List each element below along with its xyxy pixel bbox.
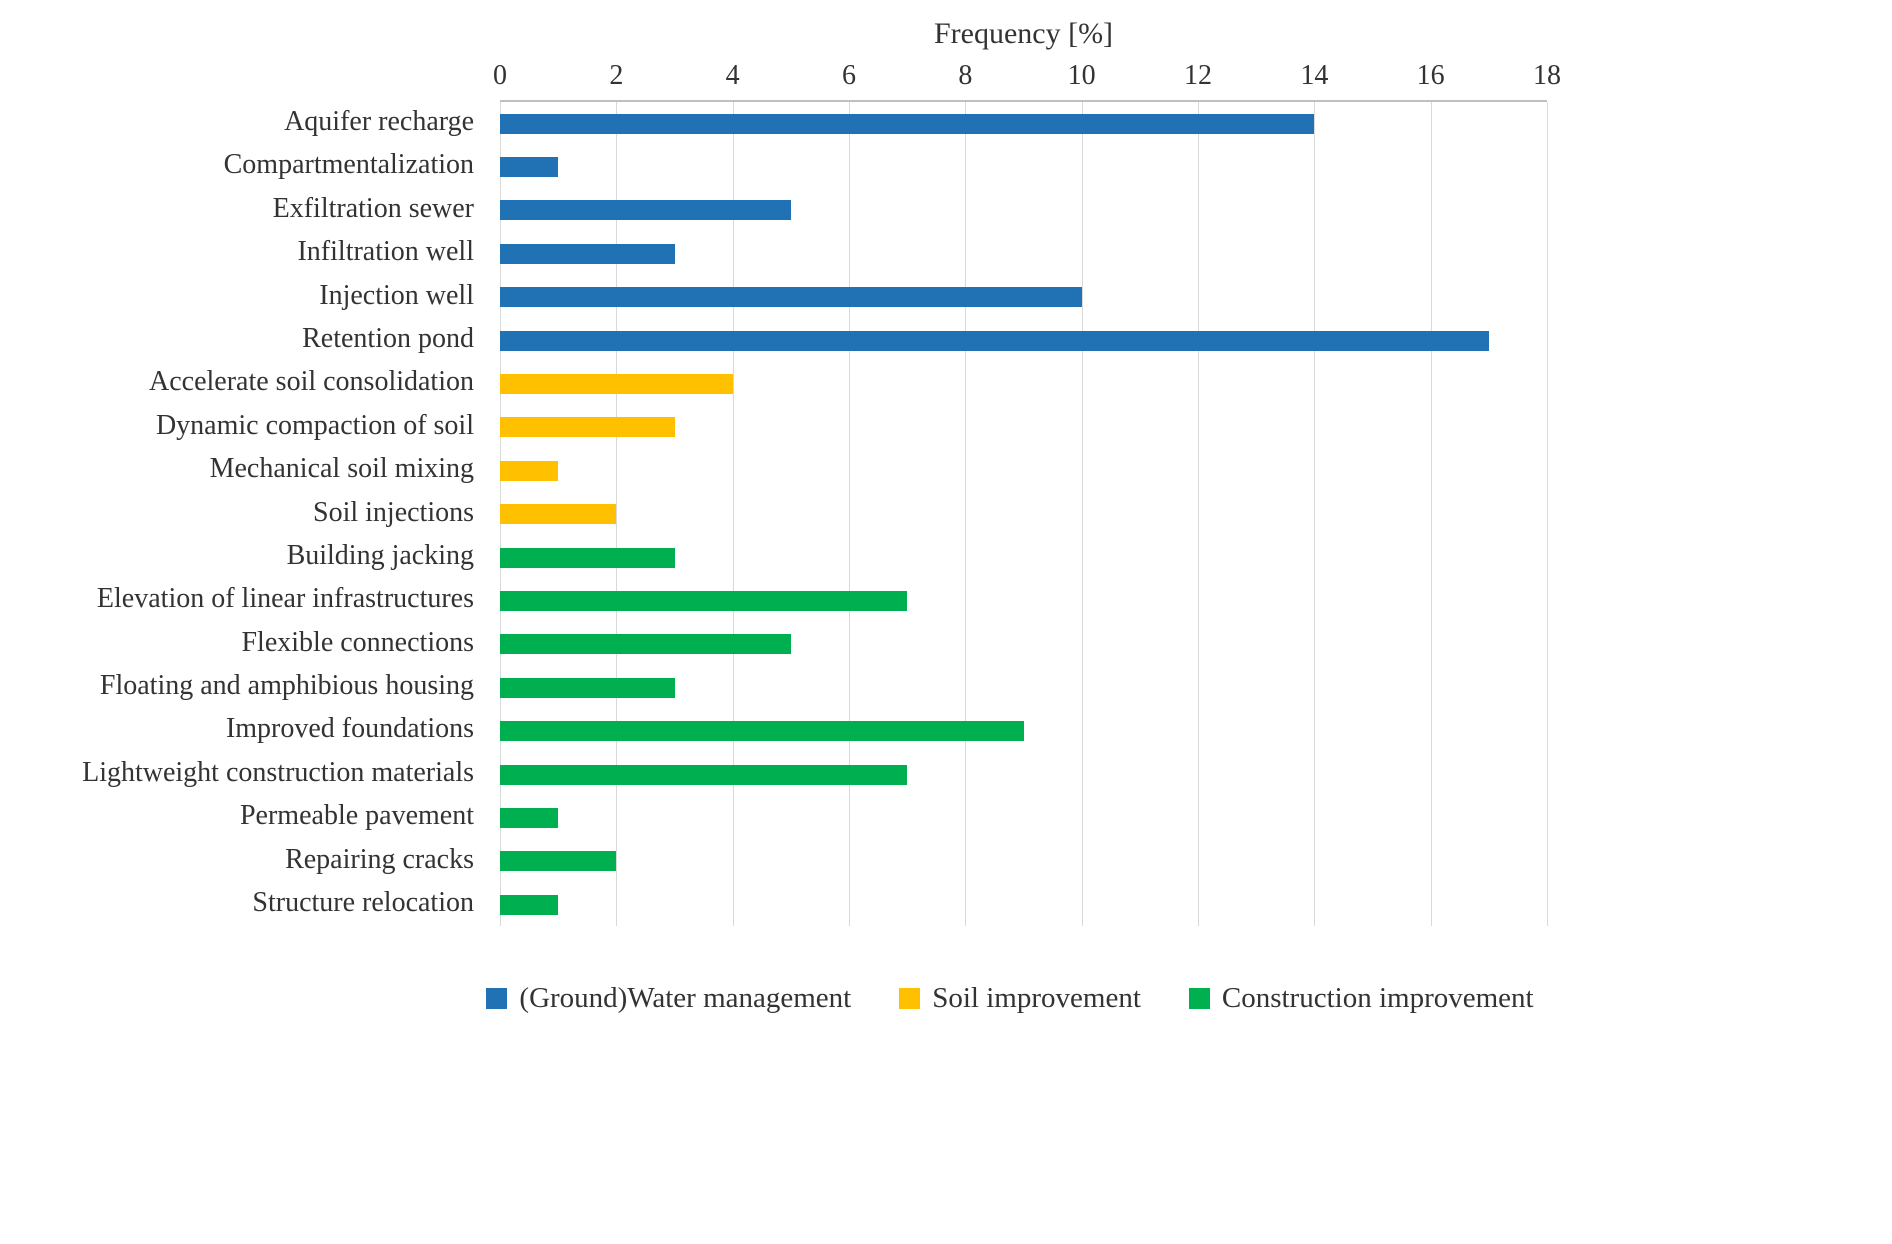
bar bbox=[500, 113, 1315, 134]
chart-title: Frequency [%] bbox=[933, 17, 1114, 50]
bar-track bbox=[500, 406, 1547, 449]
gridline bbox=[849, 102, 850, 927]
category-label: Mechanical soil mixing bbox=[209, 453, 474, 485]
category-label: Floating and amphibious housing bbox=[99, 670, 474, 702]
gridline bbox=[965, 102, 967, 927]
bar bbox=[500, 374, 733, 395]
x-tick-label: 16 bbox=[1416, 60, 1445, 91]
x-tick-label: 2 bbox=[609, 60, 624, 91]
category-label: Building jacking bbox=[286, 539, 474, 571]
category-label: Injection well bbox=[319, 279, 474, 311]
plot-area bbox=[500, 100, 1548, 927]
bar bbox=[500, 460, 559, 481]
bar-track bbox=[500, 536, 1547, 579]
legend-label: Soil improvement bbox=[932, 982, 1141, 1015]
bar bbox=[500, 243, 675, 264]
bar bbox=[500, 677, 675, 698]
bar bbox=[500, 634, 791, 655]
x-tick-label: 4 bbox=[725, 60, 740, 91]
category-label: Aquifer recharge bbox=[284, 106, 474, 137]
gridline bbox=[1198, 102, 1199, 927]
legend-item: Construction improvement bbox=[1188, 982, 1534, 1015]
category-label: Accelerate soil consolidation bbox=[149, 366, 474, 398]
category-labels: Aquifer recharge Compartmentalization Exfi… bbox=[30, 100, 500, 926]
category-label: Infiltration well bbox=[297, 236, 474, 268]
bar-track bbox=[500, 666, 1547, 709]
bar bbox=[500, 200, 791, 221]
x-tick-label: 14 bbox=[1300, 60, 1329, 91]
category-label: Soil injections bbox=[313, 496, 474, 528]
category-label: Compartmentalization bbox=[223, 149, 474, 181]
legend: (Ground)Water management Soil improvement… bbox=[470, 982, 1550, 1015]
x-tick-label: 12 bbox=[1184, 60, 1212, 91]
bar-track bbox=[500, 319, 1547, 362]
bar bbox=[500, 287, 1082, 308]
bar bbox=[500, 547, 675, 568]
category-label: Elevation of linear infrastructures bbox=[96, 583, 474, 615]
bar-track bbox=[500, 362, 1547, 405]
bar-track bbox=[500, 840, 1547, 883]
bar bbox=[500, 417, 675, 438]
bar bbox=[500, 157, 559, 178]
legend-label: (Ground)Water management bbox=[519, 982, 852, 1015]
bar-rows bbox=[500, 102, 1547, 926]
gridline bbox=[1314, 102, 1316, 927]
bar-track bbox=[500, 189, 1547, 232]
bar bbox=[500, 851, 617, 872]
bar bbox=[500, 807, 559, 828]
legend-item: (Ground)Water management bbox=[486, 982, 851, 1015]
bar-track bbox=[500, 232, 1547, 275]
chart-body: Aquifer recharge Compartmentalization Exfi… bbox=[30, 100, 1548, 927]
category-label: Structure relocation bbox=[252, 887, 474, 919]
x-tick-label: 0 bbox=[493, 60, 507, 91]
bar-track bbox=[500, 276, 1547, 319]
bar-track bbox=[500, 709, 1547, 752]
bar bbox=[500, 330, 1489, 351]
bar bbox=[500, 721, 1024, 742]
category-label: Permeable pavement bbox=[239, 800, 474, 832]
bar-track bbox=[500, 623, 1547, 666]
bar-track bbox=[500, 883, 1547, 926]
bar-track bbox=[500, 449, 1547, 492]
x-axis-ticks: 0 2 4 6 8 10 12 14 16 18 bbox=[493, 56, 1561, 100]
category-label: Improved foundations bbox=[225, 713, 474, 745]
bar-track bbox=[500, 753, 1547, 796]
legend-label: Construction improvement bbox=[1221, 982, 1534, 1015]
bar-track bbox=[500, 579, 1547, 622]
bar bbox=[500, 764, 908, 785]
legend-swatch-icon bbox=[486, 988, 508, 1010]
category-label: Repairing cracks bbox=[285, 843, 474, 875]
gridline bbox=[732, 102, 734, 927]
x-tick-label: 10 bbox=[1067, 60, 1096, 91]
bar-track bbox=[500, 145, 1547, 188]
x-tick-label: 8 bbox=[958, 60, 973, 91]
gridline bbox=[616, 102, 618, 927]
category-label: Exfiltration sewer bbox=[272, 192, 474, 224]
x-tick-label: 18 bbox=[1533, 60, 1561, 91]
bar bbox=[500, 504, 617, 525]
gridline bbox=[1547, 102, 1548, 927]
category-label: Retention pond bbox=[302, 322, 474, 354]
bar-track bbox=[500, 796, 1547, 839]
bar-track bbox=[500, 102, 1547, 145]
gridline bbox=[1430, 102, 1432, 927]
bar bbox=[500, 590, 908, 611]
x-axis-area: Frequency [%] 0 2 4 6 8 10 12 14 16 18 bbox=[493, 12, 1561, 100]
bar-track bbox=[500, 493, 1547, 536]
bar-chart: Frequency [%] 0 2 4 6 8 10 12 14 16 18 Aquifer re… bbox=[30, 12, 1570, 1015]
category-label: Flexible connections bbox=[241, 626, 474, 658]
category-label: Lightweight construction materials bbox=[82, 756, 474, 788]
gridline bbox=[1081, 102, 1083, 927]
x-tick-label: 6 bbox=[842, 60, 856, 91]
legend-swatch-icon bbox=[1188, 988, 1210, 1010]
legend-swatch-icon bbox=[899, 988, 921, 1010]
legend-item: Soil improvement bbox=[899, 982, 1141, 1015]
category-label: Dynamic compaction of soil bbox=[155, 409, 474, 441]
bar bbox=[500, 894, 559, 915]
